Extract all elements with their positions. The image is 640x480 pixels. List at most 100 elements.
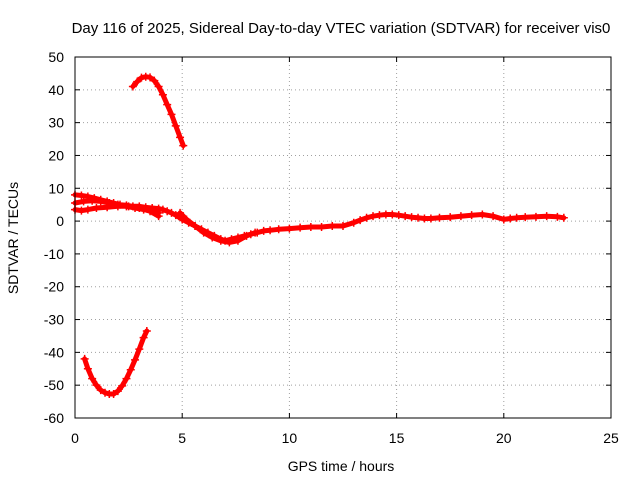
data-point bbox=[167, 110, 176, 119]
data-point bbox=[139, 205, 148, 214]
data-point bbox=[158, 205, 167, 214]
data-point bbox=[92, 381, 101, 390]
data-point bbox=[154, 82, 163, 91]
data-point bbox=[446, 213, 455, 222]
data-point bbox=[96, 197, 105, 206]
y-tick-label: 0 bbox=[56, 213, 64, 229]
x-tick-label: 15 bbox=[389, 430, 405, 446]
data-point bbox=[489, 212, 498, 221]
series-line-jump-segment bbox=[177, 210, 258, 245]
data-point bbox=[191, 222, 200, 231]
data-point bbox=[553, 212, 562, 221]
data-point bbox=[137, 73, 146, 82]
data-point bbox=[285, 224, 294, 233]
data-point bbox=[512, 213, 521, 222]
data-point bbox=[139, 333, 148, 342]
x-tick-label: 10 bbox=[282, 430, 298, 446]
y-tick-label: 40 bbox=[48, 82, 64, 98]
data-point bbox=[233, 236, 242, 245]
data-point bbox=[339, 222, 347, 231]
data-point bbox=[216, 236, 225, 245]
data-point bbox=[179, 141, 188, 150]
data-point bbox=[394, 211, 403, 220]
data-point bbox=[133, 77, 142, 86]
chart-title: Day 116 of 2025, Sidereal Day-to-day VTE… bbox=[72, 20, 611, 37]
data-point bbox=[158, 90, 167, 99]
data-point bbox=[148, 207, 157, 216]
data-point bbox=[478, 210, 487, 219]
data-point bbox=[274, 225, 283, 234]
data-point bbox=[150, 76, 159, 85]
plot-frame bbox=[74, 56, 612, 419]
data-point bbox=[349, 218, 358, 227]
data-point bbox=[208, 233, 217, 242]
series-line-main bbox=[72, 192, 567, 244]
data-point bbox=[362, 213, 371, 222]
data-point bbox=[435, 213, 444, 222]
data-point bbox=[154, 208, 163, 217]
data-point bbox=[131, 203, 140, 212]
data-point bbox=[176, 208, 185, 217]
data-series bbox=[71, 72, 568, 399]
data-point bbox=[131, 355, 140, 364]
data-point bbox=[163, 207, 172, 216]
data-point bbox=[88, 196, 97, 205]
y-tick-label: 20 bbox=[48, 147, 64, 163]
y-tick-label: -10 bbox=[44, 246, 64, 262]
y-axis-label: SDTVAR / TECUs bbox=[5, 182, 21, 294]
data-point bbox=[80, 354, 89, 363]
data-point bbox=[83, 364, 92, 373]
data-point bbox=[171, 121, 180, 130]
data-point bbox=[356, 216, 365, 225]
x-axis-label: GPS time / hours bbox=[288, 458, 395, 474]
series-line-arc-lower bbox=[82, 328, 150, 397]
x-tick-label: 20 bbox=[496, 430, 512, 446]
grid-lines bbox=[74, 56, 612, 419]
data-point bbox=[79, 197, 88, 206]
y-tick-label: 50 bbox=[48, 49, 64, 65]
data-point bbox=[122, 374, 131, 383]
data-point bbox=[296, 223, 305, 232]
data-point bbox=[122, 202, 131, 211]
data-point bbox=[163, 100, 172, 109]
data-point bbox=[328, 222, 337, 231]
data-point bbox=[83, 205, 92, 214]
data-point bbox=[126, 365, 135, 374]
data-point bbox=[146, 73, 155, 82]
data-point bbox=[531, 212, 540, 221]
data-point bbox=[317, 222, 326, 231]
data-point bbox=[105, 199, 114, 208]
data-point bbox=[426, 214, 435, 223]
y-tick-label: -20 bbox=[44, 279, 64, 295]
data-point bbox=[369, 212, 378, 221]
x-tick-label: 25 bbox=[603, 430, 619, 446]
data-point bbox=[542, 212, 551, 221]
data-point bbox=[92, 203, 101, 212]
y-tick-labels: -60 -50 -40 -30 -20 -10 0 10 20 30 40 50 bbox=[44, 49, 64, 426]
data-point bbox=[118, 381, 127, 390]
y-tick-label: -30 bbox=[44, 312, 64, 328]
data-point bbox=[199, 228, 208, 237]
data-point bbox=[142, 327, 151, 336]
data-point bbox=[113, 200, 122, 209]
x-tick-labels: 0 5 10 15 20 25 bbox=[71, 430, 619, 446]
data-point bbox=[88, 374, 97, 383]
data-point bbox=[499, 215, 508, 224]
data-point bbox=[113, 387, 122, 396]
x-tick-label: 0 bbox=[71, 430, 79, 446]
x-tick-label: 5 bbox=[178, 430, 186, 446]
data-point bbox=[167, 208, 176, 217]
data-point bbox=[242, 231, 251, 240]
data-point bbox=[306, 222, 315, 231]
data-point bbox=[77, 206, 86, 215]
y-tick-label: 10 bbox=[48, 180, 64, 196]
data-point bbox=[101, 388, 110, 397]
data-point bbox=[467, 211, 476, 220]
y-tick-label: -60 bbox=[44, 410, 64, 426]
data-point bbox=[521, 213, 530, 222]
data-point bbox=[225, 238, 234, 247]
data-point bbox=[171, 211, 180, 220]
data-point bbox=[401, 212, 410, 221]
data-point bbox=[559, 213, 568, 222]
